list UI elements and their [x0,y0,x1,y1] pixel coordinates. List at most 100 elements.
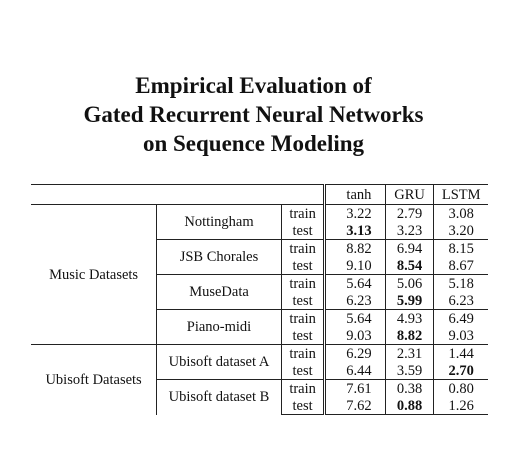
header-tanh: tanh [333,184,386,205]
value-text: 6.23 [346,292,372,309]
table-row: test 6.44 3.59 2.70 [31,362,488,380]
value-lstm: 6.23 [433,292,488,310]
value-text: 3.59 [396,362,423,379]
value-tanh: 7.61 [333,379,386,397]
paper-title: Empirical Evaluation of Gated Recurrent … [0,71,507,158]
value-tanh: 9.10 [333,257,385,275]
group-label: Ubisoft Datasets [31,344,157,415]
split-label: test [292,327,313,344]
dataset-name: Piano-midi [156,309,282,345]
value-text: 3.22 [346,205,372,222]
value-gru: 4.93 [384,309,434,327]
value-text: 2.70 [448,362,474,379]
value-text: 6.29 [346,345,372,362]
dataset-name: JSB Chorales [156,239,282,275]
split-label: train [281,274,325,292]
value-text: 5.06 [396,275,423,292]
column-gap [323,309,334,327]
column-gap [323,327,334,345]
split-label: test [292,362,313,379]
value-gru: 8.82 [384,327,434,345]
value-tanh: 7.62 [333,397,386,415]
value-text: 2.31 [396,345,423,362]
table-body: Music Datasets Nottingham train 3.22 2.79 3.0… [31,204,488,415]
value-text: 7.62 [346,397,372,414]
value-lstm: 3.08 [433,204,488,222]
value-text: 8.15 [448,240,474,257]
value-text: 3.20 [448,222,474,239]
value-tanh: 3.13 [333,222,385,240]
value-text: 0.80 [448,380,474,397]
value-gru: 0.38 [384,379,434,397]
value-gru: 5.06 [384,274,434,292]
value-text: 6.23 [448,292,474,309]
value-gru: 2.31 [384,344,434,362]
value-text: 6.94 [396,240,423,257]
value-lstm: 0.80 [433,379,488,397]
dataset-name: Nottingham [156,204,282,240]
value-gru: 6.94 [384,239,434,257]
value-text: 7.61 [346,380,372,397]
column-gap [323,362,334,380]
value-gru: 3.59 [384,362,434,380]
value-text: 5.64 [346,310,372,327]
value-text: 6.44 [346,362,372,379]
value-text: 9.10 [346,257,372,274]
value-lstm: 8.67 [433,257,488,275]
table-row: test 3.13 3.23 3.20 [31,222,488,240]
value-text: 1.26 [448,397,474,414]
column-gap [323,274,334,292]
value-lstm: 5.18 [433,274,488,292]
column-gap [323,397,334,415]
value-text: 3.13 [346,222,372,239]
header-gru: GRU [384,184,434,205]
value-text: 2.79 [396,205,423,222]
group-label: Music Datasets [31,204,157,345]
title-line-3: on Sequence Modeling [142,131,365,156]
value-text: 1.44 [448,345,474,362]
split-label: train [281,344,325,362]
value-text: 8.82 [346,240,372,257]
table-row: test 6.23 5.99 6.23 [31,292,488,310]
value-text: 8.67 [448,257,474,274]
value-text: 5.18 [448,275,474,292]
value-tanh: 3.22 [333,204,386,222]
value-text: 0.38 [396,380,423,397]
value-gru: 3.23 [384,222,434,240]
split-label: test [292,257,313,274]
column-gap [323,257,334,275]
column-gap [323,222,334,240]
value-tanh: 6.23 [333,292,385,310]
value-lstm: 6.49 [433,309,488,327]
value-text: 3.08 [448,205,474,222]
table-row: JSB Chorales train 8.82 6.94 8.15 [31,239,488,275]
split-label: train [281,239,325,257]
table-row: Piano-midi train 5.64 4.93 6.49 [31,309,488,345]
value-gru: 8.54 [384,257,434,275]
dataset-name: MuseData [156,274,282,310]
title-line-1: Empirical Evaluation of [135,73,372,98]
split-label: train [281,309,325,327]
table-row: MuseData train 5.64 5.06 5.18 [31,274,488,310]
value-tanh: 6.29 [333,344,386,362]
split-label: test [292,222,313,239]
results-table: tanh GRU LSTM Music Datasets Nottingham tr… [31,184,488,415]
dataset-name: Ubisoft dataset B [156,379,282,415]
value-lstm: 2.70 [433,362,488,380]
column-gap [323,292,334,310]
column-gap [323,344,334,362]
value-tanh: 5.64 [333,274,386,292]
value-tanh: 5.64 [333,309,386,327]
table-row: test 9.10 8.54 8.67 [31,257,488,275]
split-label: train [281,379,325,397]
value-text: 0.88 [396,397,423,414]
value-text: 6.49 [448,310,474,327]
value-lstm: 8.15 [433,239,488,257]
table-header-row: tanh GRU LSTM [31,184,488,205]
table-row: test 7.62 0.88 1.26 [31,397,488,415]
header-blank [31,184,157,205]
value-lstm: 1.26 [433,397,488,415]
header-blank [281,184,325,205]
